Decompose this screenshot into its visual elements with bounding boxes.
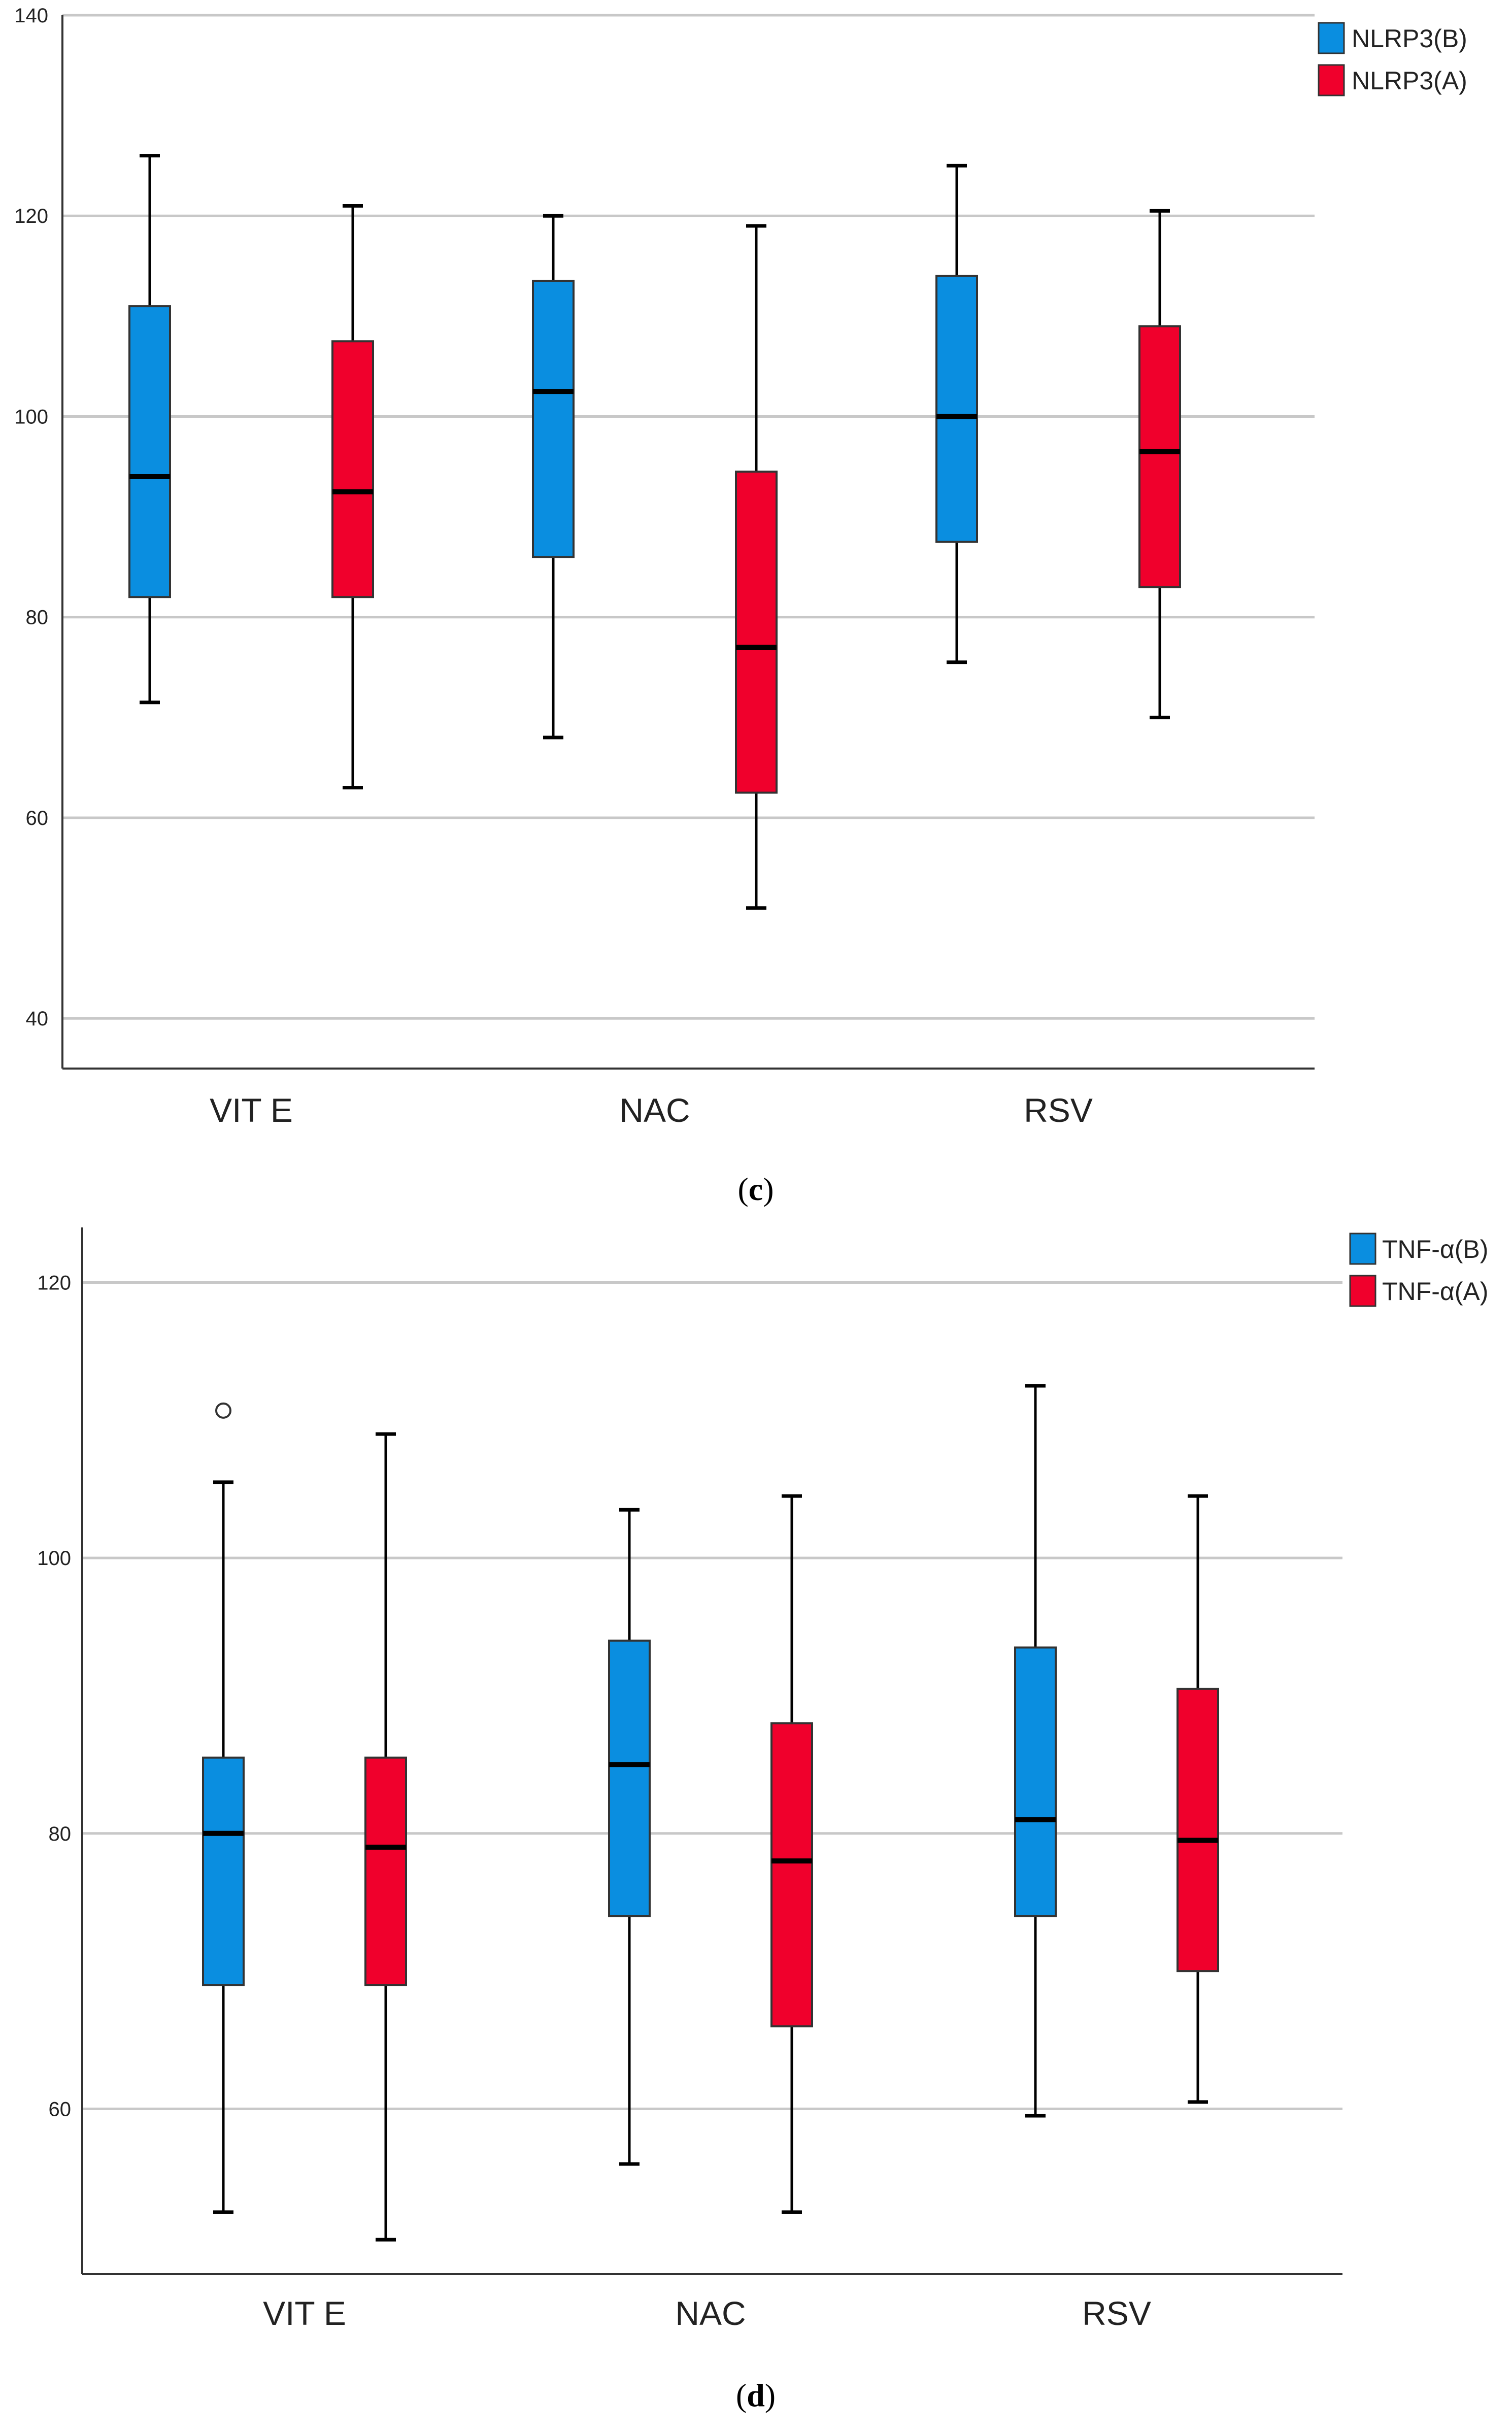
panel-label-letter: d [747,2377,765,2413]
box-iqr [935,275,978,543]
boxplot-rsv-NLRP3(B) [935,163,978,664]
panel-label-letter: c [749,1171,763,1207]
box-iqr [770,1722,813,2027]
legend-label: TNF-α(B) [1382,1235,1488,1263]
box-iqr [735,471,778,794]
x-category-label: RSV [1024,1091,1093,1129]
y-tick-label: 40 [26,1008,49,1030]
x-category-label: NAC [675,2294,746,2332]
x-category-label: VIT E [210,1091,293,1129]
y-tick-label: 60 [26,807,49,829]
x-category-label: VIT E [263,2294,346,2332]
boxplot-nac-NLRP3(B) [532,214,575,740]
boxplot-rsv-TNF-α(A) [1177,1494,1219,2104]
box-iqr [1014,1646,1057,1917]
legend: NLRP3(B) NLRP3(A) [1318,22,1467,96]
box-iqr [608,1639,651,1917]
boxplot-vit-e-TNF-α(A) [364,1432,407,2242]
box-iqr [532,280,575,558]
legend-label: NLRP3(A) [1352,66,1467,95]
box-iqr [202,1756,245,1986]
legend-label: NLRP3(B) [1352,24,1467,53]
box-iqr [128,305,171,598]
panel-label-close: ) [763,1171,774,1207]
box-iqr [1138,325,1181,588]
panel-label-open: ( [736,2377,747,2413]
box-iqr [1177,1687,1219,1973]
boxplot-vit-e-NLRP3(B) [128,154,171,705]
y-tick-label: 80 [49,1823,72,1845]
box-iqr [364,1756,407,1986]
panel-label: (c) [737,1171,774,1207]
y-tick-label: 60 [49,2098,72,2120]
y-tick-label: 140 [14,5,48,27]
boxplot-nac-TNF-α(B) [608,1508,651,2166]
legend-swatch [1318,64,1345,96]
y-tick-label: 80 [26,607,49,629]
x-category-label: NAC [619,1091,690,1129]
chart-panel-d: 60 80 100 120 VIT E NAC RSV TNF-α(B) TNF-α(A) (d) [37,1227,1488,2413]
y-tick-label: 100 [37,1547,71,1570]
boxplot-rsv-NLRP3(A) [1138,209,1181,719]
boxplot-nac-NLRP3(A) [735,224,778,910]
y-tick-label: 100 [14,406,48,428]
y-tick-label: 120 [37,1272,71,1294]
legend-label: TNF-α(A) [1382,1277,1488,1306]
panel-label: (d) [736,2377,776,2413]
box-iqr [331,340,374,598]
legend-swatch [1318,22,1345,54]
legend: TNF-α(B) TNF-α(A) [1349,1233,1488,1307]
legend-swatch [1349,1233,1376,1265]
boxplot-rsv-TNF-α(B) [1014,1384,1057,2118]
x-category-label: RSV [1082,2294,1151,2332]
boxplot-vit-e-TNF-α(B) [202,1402,245,2214]
outlier-point [215,1402,231,1419]
panel-label-open: ( [737,1171,748,1207]
boxplot-vit-e-NLRP3(A) [331,204,374,790]
panel-label-close: ) [765,2377,776,2413]
legend-swatch [1349,1275,1376,1307]
y-tick-label: 120 [14,205,48,227]
boxplot-nac-TNF-α(A) [770,1494,813,2214]
